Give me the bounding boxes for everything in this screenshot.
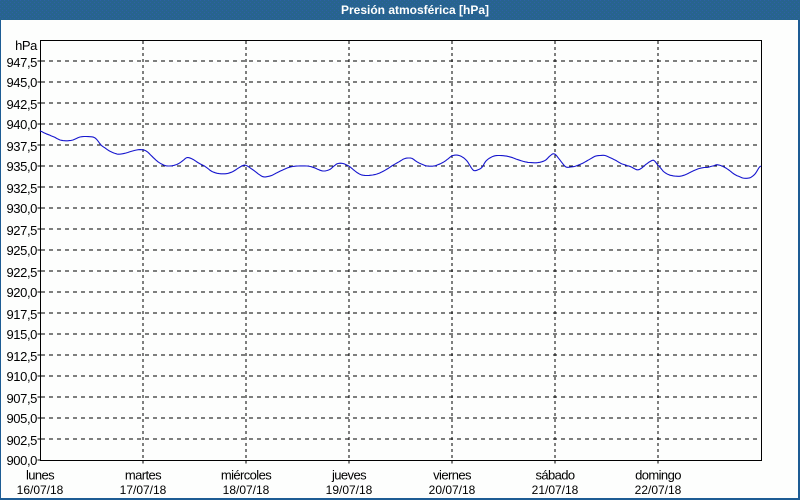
svg-text:925,0: 925,0 <box>6 243 37 258</box>
svg-text:18/07/18: 18/07/18 <box>223 483 270 497</box>
svg-text:20/07/18: 20/07/18 <box>429 483 476 497</box>
svg-text:940,0: 940,0 <box>6 117 37 132</box>
svg-text:21/07/18: 21/07/18 <box>532 483 579 497</box>
svg-text:jueves: jueves <box>331 468 367 483</box>
svg-text:935,0: 935,0 <box>6 159 37 174</box>
svg-text:932,5: 932,5 <box>6 181 37 196</box>
svg-text:17/07/18: 17/07/18 <box>120 483 167 497</box>
svg-text:viernes: viernes <box>433 468 472 483</box>
svg-text:922,5: 922,5 <box>6 265 37 280</box>
svg-text:947,5: 947,5 <box>6 55 37 70</box>
svg-text:907,5: 907,5 <box>6 391 37 406</box>
svg-text:912,5: 912,5 <box>6 349 37 364</box>
svg-text:lunes: lunes <box>26 468 55 483</box>
svg-text:945,0: 945,0 <box>6 75 37 90</box>
svg-text:942,5: 942,5 <box>6 97 37 112</box>
svg-text:902,5: 902,5 <box>6 433 37 448</box>
svg-text:22/07/18: 22/07/18 <box>635 483 682 497</box>
svg-text:917,5: 917,5 <box>6 307 37 322</box>
svg-text:miércoles: miércoles <box>221 468 272 483</box>
svg-text:16/07/18: 16/07/18 <box>17 483 64 497</box>
svg-text:domingo: domingo <box>635 468 681 483</box>
svg-text:915,0: 915,0 <box>6 327 37 342</box>
svg-text:martes: martes <box>125 468 162 483</box>
svg-text:927,5: 927,5 <box>6 223 37 238</box>
svg-text:sábado: sábado <box>535 468 574 483</box>
svg-text:920,0: 920,0 <box>6 285 37 300</box>
svg-text:hPa: hPa <box>15 38 38 53</box>
svg-text:910,0: 910,0 <box>6 369 37 384</box>
svg-text:905,0: 905,0 <box>6 411 37 426</box>
svg-text:930,0: 930,0 <box>6 201 37 216</box>
svg-text:937,5: 937,5 <box>6 139 37 154</box>
svg-text:19/07/18: 19/07/18 <box>326 483 373 497</box>
svg-text:900,0: 900,0 <box>6 453 37 468</box>
